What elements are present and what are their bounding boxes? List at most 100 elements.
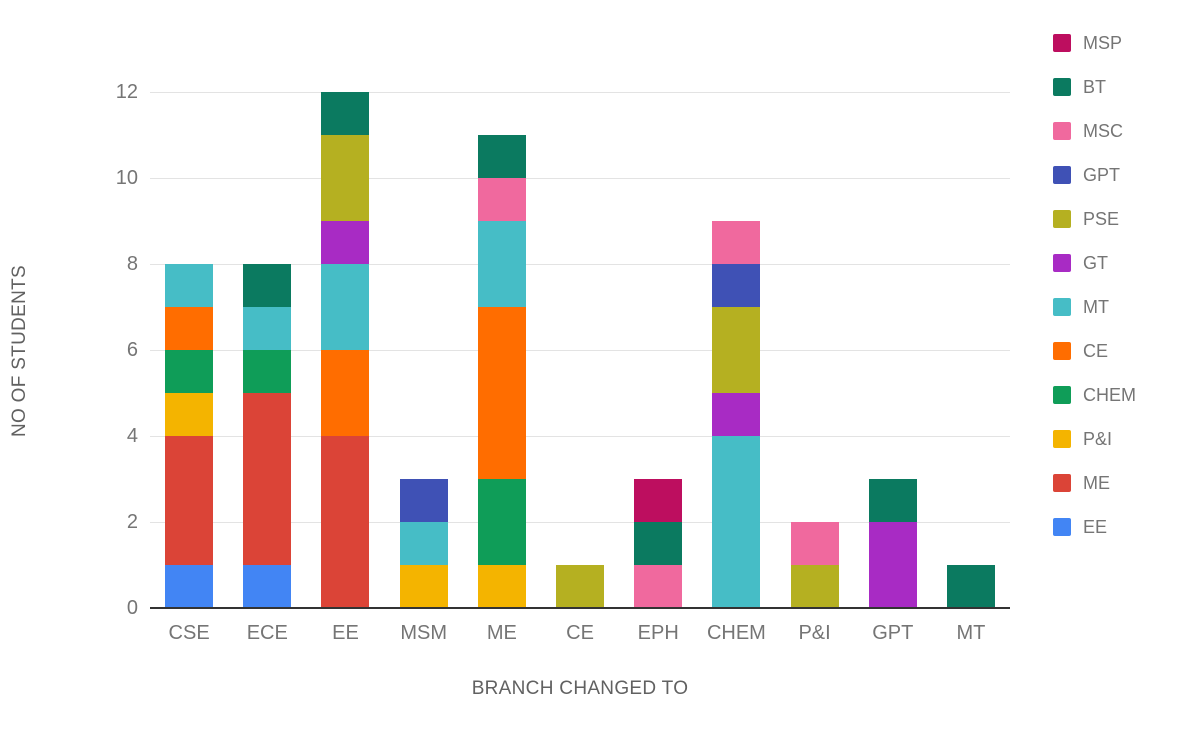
bar-segment-pse[interactable] (556, 565, 605, 608)
bar-segment-gt[interactable] (321, 221, 370, 264)
bar-segment-pi[interactable] (477, 565, 526, 608)
x-tick-label: CHEM (706, 622, 766, 644)
bar-segment-pse[interactable] (790, 565, 839, 608)
legend-swatch (1053, 342, 1071, 360)
bar-stack (321, 92, 370, 608)
bar-segment-me[interactable] (321, 436, 370, 608)
legend-label: GPT (1083, 164, 1121, 185)
bar-segment-ce[interactable] (321, 350, 370, 436)
bar-slot-ce (541, 92, 619, 608)
legend-item-bt[interactable]: BT (1053, 77, 1193, 97)
bar-segment-bt[interactable] (477, 135, 526, 178)
bar-segment-bt[interactable] (946, 565, 995, 608)
bar-segment-pse[interactable] (321, 135, 370, 221)
bar-slot-mt (932, 92, 1010, 608)
bar-segment-ce[interactable] (477, 307, 526, 479)
bar-segment-gpt[interactable] (399, 479, 448, 522)
bar-slot-pi (776, 92, 854, 608)
bar-stack (712, 221, 761, 608)
bar-segment-gt[interactable] (868, 522, 917, 608)
x-tick-label: GPT (872, 622, 914, 644)
y-tick-label: 6 (126, 339, 138, 361)
legend: MSP BT MSC GPT PSE GT MT CE CHEM P&I ME EE (1053, 33, 1193, 561)
bar-segment-mt[interactable] (243, 307, 292, 350)
legend-swatch (1053, 34, 1071, 52)
legend-swatch (1053, 386, 1071, 404)
bar-segment-mt[interactable] (165, 264, 214, 307)
bar-segment-pi[interactable] (399, 565, 448, 608)
bar-segment-bt[interactable] (868, 479, 917, 522)
bar-stack (634, 479, 683, 608)
legend-swatch (1053, 518, 1071, 536)
bar-segment-me[interactable] (165, 436, 214, 565)
legend-label: CHEM (1083, 384, 1136, 405)
legend-item-mt[interactable]: MT (1053, 297, 1193, 317)
legend-item-gpt[interactable]: GPT (1053, 165, 1193, 185)
bar-segment-msc[interactable] (712, 221, 761, 264)
plot-area (150, 92, 1010, 609)
x-axis-tick-labels: CSE ECE EE MSM ME CE EPH CHEM P&I GPT MT (150, 622, 1010, 645)
legend-item-ce[interactable]: CE (1053, 341, 1193, 361)
y-tick-label: 10 (115, 167, 138, 189)
bar-segment-ce[interactable] (165, 307, 214, 350)
bar-segment-msp[interactable] (634, 479, 683, 522)
bar-slot-gpt (854, 92, 932, 608)
bar-segment-gpt[interactable] (712, 264, 761, 307)
bar-segment-mt[interactable] (321, 264, 370, 350)
bars-row (150, 92, 1010, 608)
legend-item-pi[interactable]: P&I (1053, 429, 1193, 449)
bar-segment-chem[interactable] (477, 479, 526, 565)
bar-segment-mt[interactable] (399, 522, 448, 565)
bar-segment-bt[interactable] (243, 264, 292, 307)
bar-slot-chem (697, 92, 775, 608)
legend-label: P&I (1083, 428, 1113, 449)
bar-segment-pi[interactable] (165, 393, 214, 436)
gridline (150, 522, 1010, 523)
legend-label: MSC (1083, 120, 1123, 141)
legend-swatch (1053, 122, 1071, 140)
legend-item-gt[interactable]: GT (1053, 253, 1193, 273)
legend-item-msc[interactable]: MSC (1053, 121, 1193, 141)
bar-stack (399, 479, 448, 608)
x-axis-baseline (150, 607, 1010, 609)
legend-item-chem[interactable]: CHEM (1053, 385, 1193, 405)
bar-segment-bt[interactable] (634, 522, 683, 565)
legend-item-me[interactable]: ME (1053, 473, 1193, 493)
bar-segment-bt[interactable] (321, 92, 370, 135)
bar-segment-ee[interactable] (243, 565, 292, 608)
bar-segment-gt[interactable] (712, 393, 761, 436)
bar-segment-ee[interactable] (165, 565, 214, 608)
legend-label: PSE (1083, 208, 1120, 229)
x-tick-label: EPH (637, 622, 679, 644)
bar-segment-me[interactable] (243, 393, 292, 565)
bar-slot-eph (619, 92, 697, 608)
bar-segment-mt[interactable] (712, 436, 761, 608)
gridline (150, 92, 1010, 93)
x-axis-title: BRANCH CHANGED TO (471, 678, 689, 699)
legend-swatch (1053, 298, 1071, 316)
bar-segment-msc[interactable] (477, 178, 526, 221)
bar-stack (477, 135, 526, 608)
legend-swatch (1053, 210, 1071, 228)
x-tick-label: CE (566, 622, 594, 644)
legend-item-msp[interactable]: MSP (1053, 33, 1193, 53)
bar-segment-msc[interactable] (634, 565, 683, 608)
legend-swatch (1053, 254, 1071, 272)
bar-segment-mt[interactable] (477, 221, 526, 307)
legend-item-pse[interactable]: PSE (1053, 209, 1193, 229)
bar-segment-msc[interactable] (790, 522, 839, 565)
bar-slot-cse (150, 92, 228, 608)
bar-segment-pse[interactable] (712, 307, 761, 393)
bar-segment-chem[interactable] (165, 350, 214, 393)
bar-stack (946, 565, 995, 608)
legend-label: CE (1083, 340, 1109, 361)
bar-stack (556, 565, 605, 608)
legend-item-ee[interactable]: EE (1053, 517, 1193, 537)
x-tick-label: CSE (168, 622, 210, 644)
x-tick-label: MT (956, 622, 986, 644)
y-axis-title: NO OF STUDENTS (9, 264, 30, 438)
legend-swatch (1053, 474, 1071, 492)
gridline (150, 350, 1010, 351)
bar-segment-chem[interactable] (243, 350, 292, 393)
